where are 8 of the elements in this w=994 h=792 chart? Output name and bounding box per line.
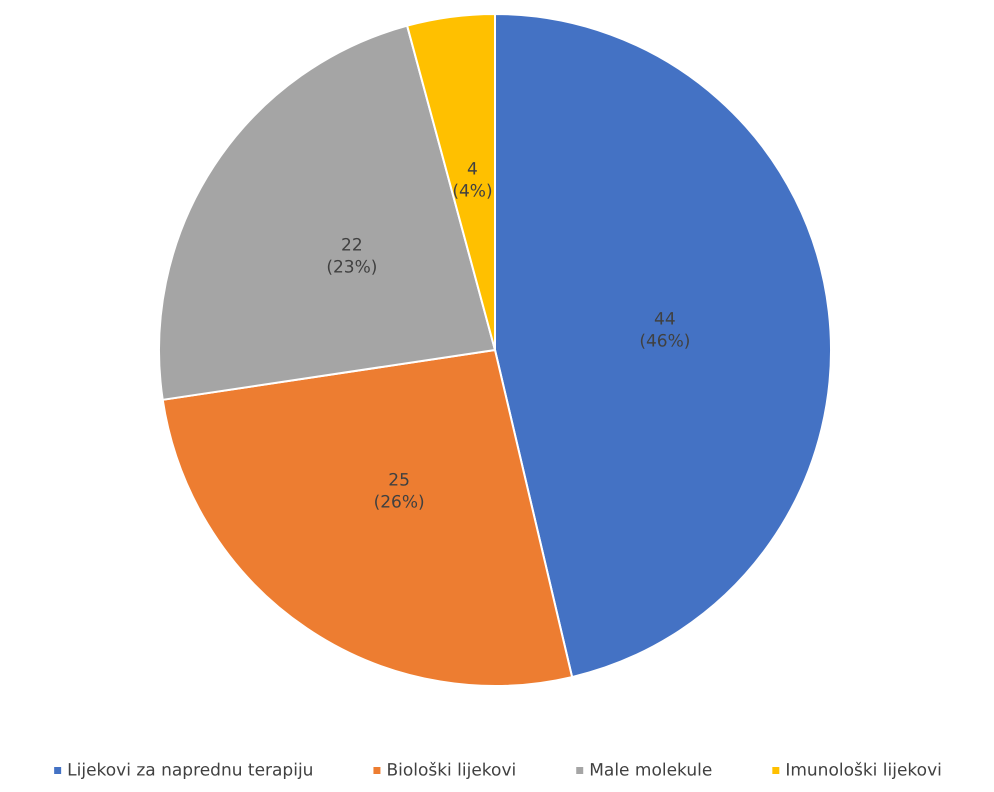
data-label: 44 (46%) xyxy=(639,309,690,352)
legend-label: Male molekule xyxy=(589,760,712,780)
legend-label: Biološki lijekovi xyxy=(386,760,516,780)
data-label: 4 (4%) xyxy=(452,159,493,202)
data-label: 22 (23%) xyxy=(326,235,378,278)
data-label: 25 (26%) xyxy=(374,470,425,513)
legend-label: Imunološki lijekovi xyxy=(785,760,942,780)
legend-label: Lijekovi za naprednu terapiju xyxy=(67,760,314,780)
